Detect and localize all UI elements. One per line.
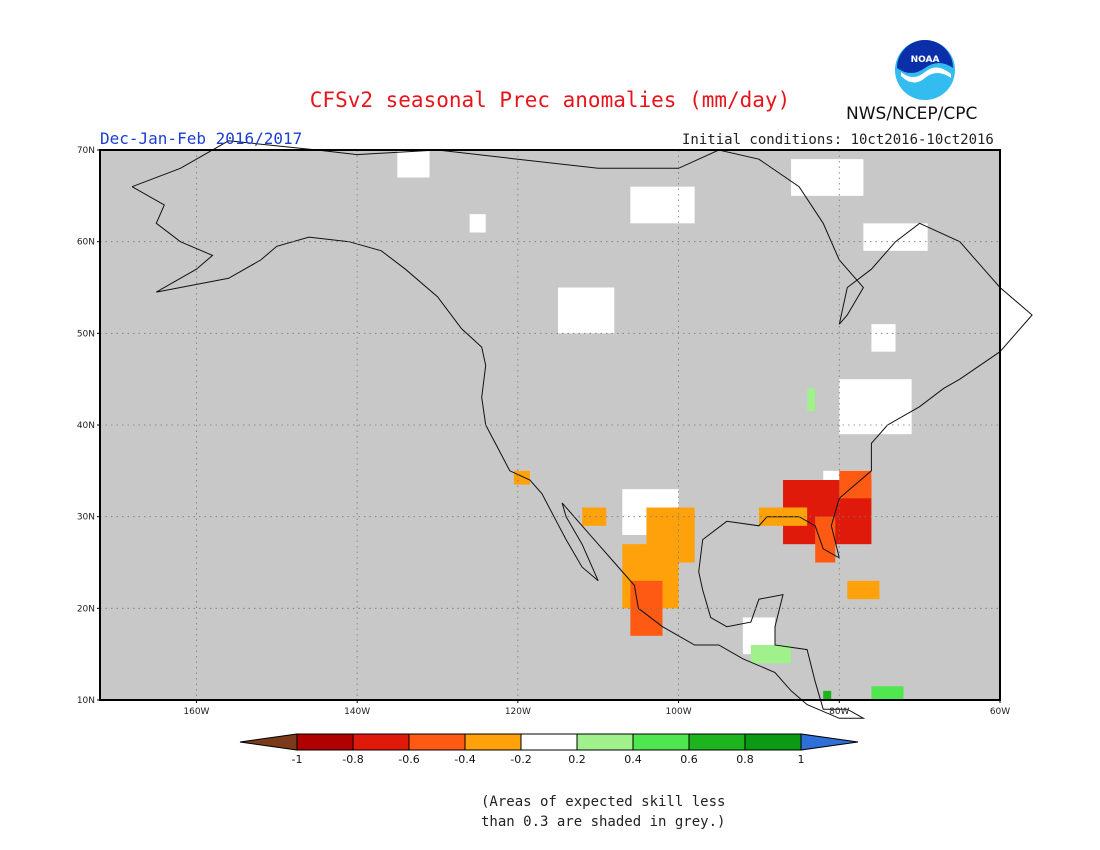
- near-zero-area: [863, 223, 928, 251]
- skill-note-line-2: than 0.3 are shaded in grey.): [481, 814, 726, 830]
- anomaly-area-central-america: [750, 645, 792, 664]
- near-zero-area: [630, 186, 695, 224]
- longitude-tick-label: 60W: [990, 707, 1010, 717]
- near-zero-area: [871, 324, 896, 352]
- latitude-tick-label: 50N: [77, 329, 95, 339]
- longitude-tick-label: 120W: [505, 707, 531, 717]
- near-zero-area: [839, 379, 912, 435]
- near-zero-area: [469, 214, 486, 233]
- chart-title: CFSv2 seasonal Prec anomalies (mm/day): [309, 88, 791, 112]
- near-zero-area: [791, 159, 864, 196]
- anomaly-area-florida: [815, 516, 836, 563]
- latitude-tick-label: 20N: [77, 604, 95, 614]
- anomaly-area-baja-north: [513, 470, 530, 485]
- skill-note-line-1: (Areas of expected skill less: [481, 794, 726, 810]
- anomaly-area-great-lakes: [807, 388, 816, 412]
- latitude-tick-label: 40N: [77, 421, 95, 431]
- near-zero-area: [558, 287, 615, 334]
- anomaly-area-sonora: [582, 507, 607, 526]
- longitude-tick-label: 160W: [183, 707, 209, 717]
- near-zero-area: [397, 150, 430, 178]
- anomaly-area-cuba: [847, 580, 880, 600]
- season-label: Dec-Jan-Feb 2016/2017: [100, 129, 303, 148]
- skill-note: (Areas of expected skill less than 0.3 a…: [481, 792, 725, 832]
- latitude-tick-label: 70N: [77, 146, 95, 156]
- coastline: [131, 140, 1033, 719]
- longitude-tick-label: 100W: [666, 707, 692, 717]
- noaa-logo: NOAA: [895, 40, 955, 100]
- latitude-tick-label: 60N: [77, 238, 95, 248]
- anomaly-area-mexico-pacific-coast: [630, 580, 663, 636]
- longitude-tick-label: 80W: [829, 707, 849, 717]
- anomaly-area-panama: [823, 690, 832, 700]
- latitude-tick-label: 10N: [77, 696, 95, 706]
- longitude-tick-label: 140W: [344, 707, 370, 717]
- organization-label: NWS/NCEP/CPC: [846, 104, 978, 124]
- initial-conditions-label: Initial conditions: 10ct2016-10ct2016: [682, 132, 994, 148]
- anomaly-area-colombia-coast: [871, 686, 904, 700]
- latitude-tick-label: 30N: [77, 513, 95, 523]
- svg-text:NOAA: NOAA: [911, 55, 940, 65]
